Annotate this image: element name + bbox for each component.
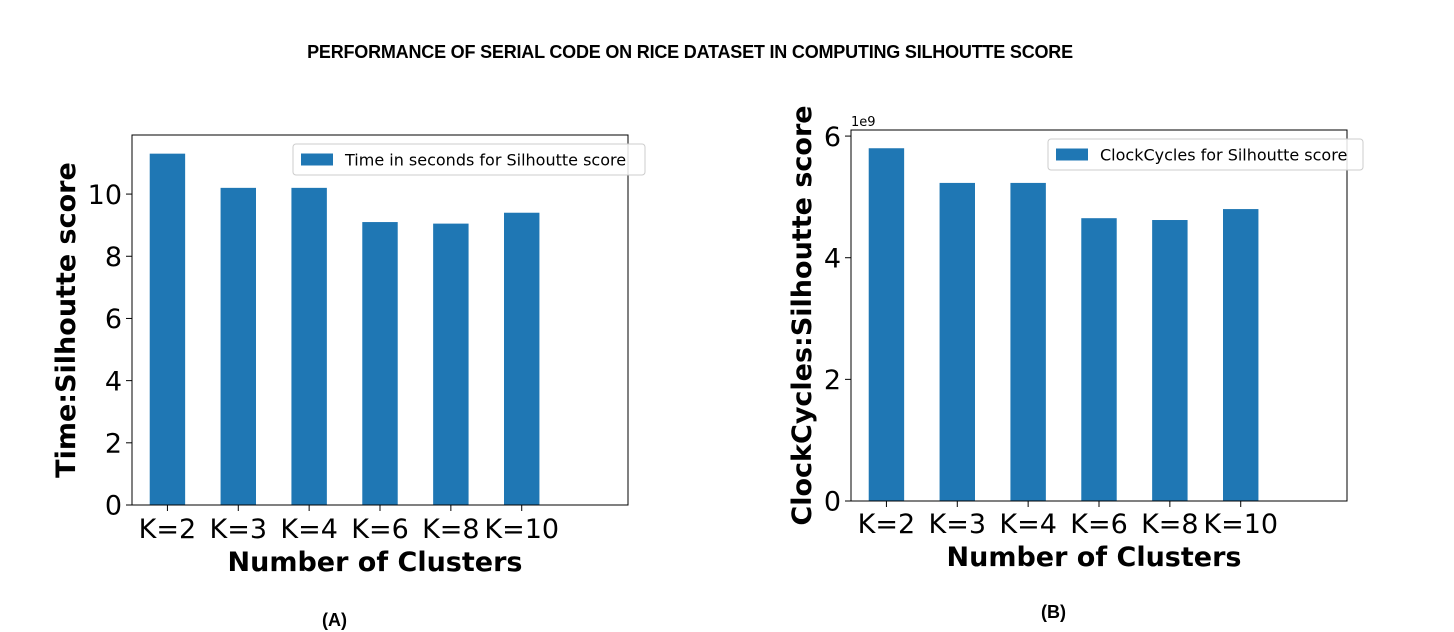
- legend-swatch: [301, 153, 333, 166]
- bar-k3: [939, 182, 975, 501]
- y-tick-label: 6: [824, 122, 841, 153]
- y-tick-label: 0: [824, 487, 841, 518]
- x-tick-label: K=3: [929, 509, 987, 540]
- bar-k2: [868, 148, 905, 501]
- bar-k8: [1152, 220, 1188, 501]
- bar-k4: [291, 187, 327, 505]
- legend-swatch: [1056, 148, 1088, 161]
- legend-label: Time in seconds for Silhoutte score: [344, 150, 626, 169]
- x-tick-label: K=2: [858, 509, 916, 540]
- bar-k8: [433, 223, 469, 505]
- x-tick-label: K=6: [1070, 509, 1128, 540]
- x-tick-label: K=4: [280, 514, 338, 545]
- y-offset-label: 1e9: [851, 115, 876, 130]
- chart-b: 0 2 4 6 K=2 K=3 K=4 K=6 K=8 K=10 1e9 Number of Clus…: [787, 105, 1364, 573]
- legend-box: [292, 143, 646, 176]
- x-tick-label: K=10: [1203, 509, 1278, 540]
- bar-k10: [504, 212, 540, 506]
- x-axis-label: Number of Clusters: [947, 542, 1242, 573]
- bar-k6: [362, 222, 398, 505]
- x-tick-label: K=3: [210, 514, 268, 545]
- x-tick-label: K=8: [1141, 509, 1199, 540]
- x-tick-label: K=8: [422, 514, 480, 545]
- caption-a: (A): [322, 610, 347, 630]
- bar-k2: [149, 153, 186, 505]
- y-tick-label: 8: [105, 242, 122, 273]
- figure-title: PERFORMANCE OF SERIAL CODE ON RICE DATAS…: [307, 42, 1073, 62]
- x-tick-label: K=6: [351, 514, 409, 545]
- legend-label: ClockCycles for Silhoutte score: [1100, 145, 1347, 164]
- x-axis-label: Number of Clusters: [228, 547, 523, 578]
- x-tick-label: K=2: [139, 514, 197, 545]
- y-tick-label: 10: [88, 180, 122, 211]
- bar-k3: [220, 187, 256, 505]
- bar-k6: [1081, 218, 1117, 501]
- y-axis-label: Time:Silhoutte score: [51, 162, 82, 478]
- y-tick-label: 6: [105, 304, 122, 335]
- y-tick-label: 4: [824, 243, 841, 274]
- caption-b: (B): [1041, 602, 1066, 622]
- y-tick-label: 2: [824, 365, 841, 396]
- y-tick-label: 2: [105, 429, 122, 460]
- x-tick-label: K=4: [999, 509, 1057, 540]
- bar-k4: [1010, 182, 1046, 501]
- legend-box: [1047, 138, 1364, 171]
- bar-k10: [1223, 209, 1259, 502]
- x-tick-label: K=10: [484, 514, 559, 545]
- y-tick-label: 4: [105, 366, 122, 397]
- y-tick-label: 0: [105, 491, 122, 522]
- y-axis-label: ClockCycles:Silhoutte score: [787, 105, 818, 525]
